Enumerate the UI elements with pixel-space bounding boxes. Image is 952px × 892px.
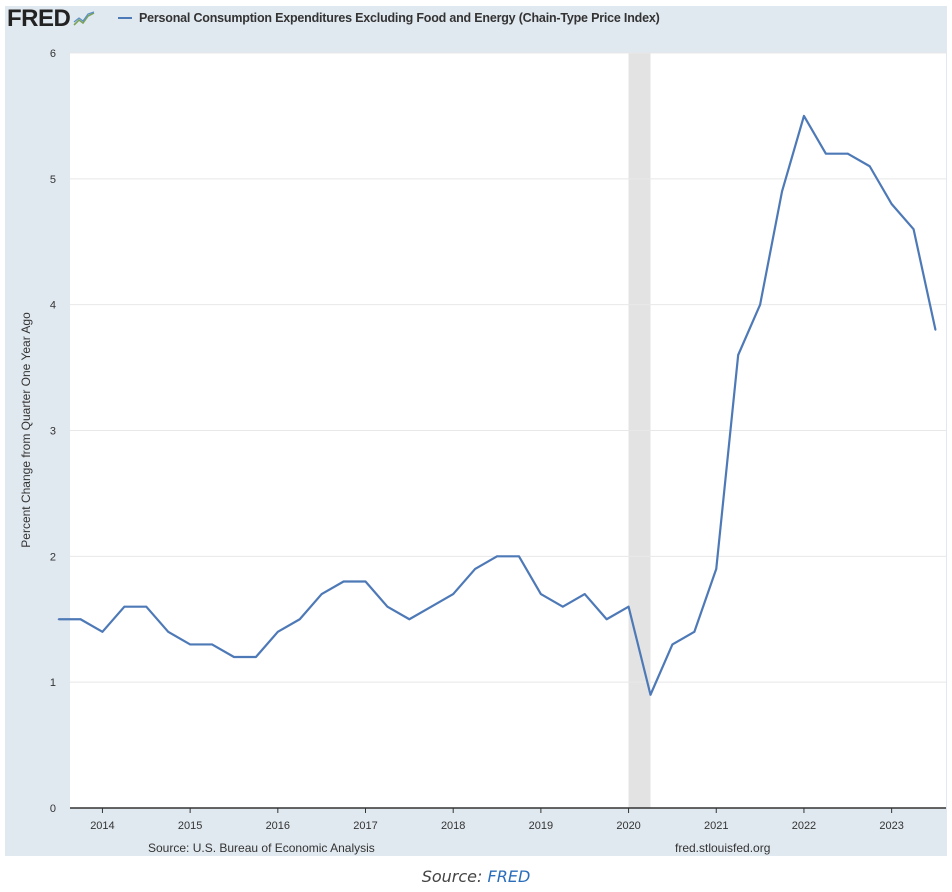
data-point (408, 618, 411, 621)
data-point (364, 580, 367, 583)
grid-lines (70, 52, 946, 683)
y-tick-labels: 0 1 2 3 4 5 6 (50, 48, 56, 815)
fred-logo-text: FRED (7, 5, 71, 32)
x-tick-label: 2020 (616, 820, 640, 832)
x-tick-label: 2015 (178, 820, 202, 832)
data-point (824, 152, 827, 155)
y-axis-label: Percent Change from Quarter One Year Ago (19, 312, 33, 548)
data-point (79, 618, 82, 621)
y-tick-label: 2 (50, 551, 56, 563)
x-tick-label: 2018 (441, 820, 465, 832)
data-point (539, 593, 542, 595)
data-point (298, 618, 301, 621)
data-point (233, 656, 235, 658)
data-point (474, 568, 477, 570)
data-point (145, 605, 148, 608)
series-layer (57, 114, 937, 696)
data-point (868, 165, 871, 168)
data-point (671, 643, 674, 646)
legend-series-label: Personal Consumption Expenditures Exclud… (139, 11, 660, 25)
data-point (430, 605, 433, 608)
x-tick-label: 2022 (792, 820, 816, 832)
data-point (518, 555, 520, 558)
caption-link[interactable]: FRED (487, 867, 531, 886)
data-point (846, 152, 849, 155)
data-point (759, 303, 762, 306)
data-point (627, 605, 630, 608)
x-tick-label: 2023 (879, 820, 903, 832)
fred-logo[interactable]: FRED (7, 5, 96, 32)
x-tick-label: 2016 (266, 820, 290, 832)
data-point (167, 630, 170, 633)
y-tick-label: 1 (50, 677, 56, 689)
data-point (496, 555, 498, 558)
y-tick-label: 0 (50, 803, 56, 815)
legend-swatch (118, 17, 132, 19)
data-point (803, 115, 805, 117)
data-point (715, 568, 718, 570)
figure-caption: Source: FRED (0, 867, 952, 886)
line-chart: 0 1 2 3 4 5 6 2014 2015 2016 2017 2018 2019 2020 2021… (19, 48, 946, 832)
data-point (189, 643, 192, 646)
x-tick-label: 2019 (529, 820, 553, 832)
data-point (561, 605, 564, 608)
y-tick-label: 4 (50, 300, 56, 312)
x-tick-label: 2014 (90, 820, 114, 832)
x-tick-labels: 2014 2015 2016 2017 2018 2019 2020 2021 2022 2023 (90, 808, 904, 832)
data-point (781, 190, 783, 193)
y-tick-label: 3 (50, 426, 56, 438)
y-tick-label: 6 (50, 48, 56, 60)
x-tick-label: 2021 (704, 820, 728, 832)
footer-url[interactable]: fred.stlouisfed.org (675, 841, 771, 855)
fred-graph-icon (73, 11, 96, 27)
data-point (276, 630, 279, 633)
data-point (890, 203, 893, 205)
data-point (123, 605, 126, 608)
x-tick-label: 2017 (353, 820, 377, 832)
data-point (57, 618, 60, 621)
data-point (386, 605, 389, 608)
data-point (101, 630, 104, 633)
footer-source: Source: U.S. Bureau of Economic Analysis (148, 841, 375, 855)
data-point (452, 593, 455, 595)
data-point (254, 656, 257, 658)
data-point (649, 693, 652, 696)
data-point (342, 580, 345, 583)
data-point (912, 228, 915, 231)
y-tick-label: 5 (50, 174, 56, 186)
data-point (211, 643, 213, 646)
data-point (934, 328, 937, 331)
data-point (737, 354, 740, 356)
data-point (320, 593, 323, 595)
caption-prefix: Source: (421, 867, 483, 886)
chart-legend: Personal Consumption Expenditures Exclud… (118, 11, 660, 25)
data-point (693, 630, 696, 633)
data-point (605, 618, 608, 621)
data-point (583, 593, 586, 595)
